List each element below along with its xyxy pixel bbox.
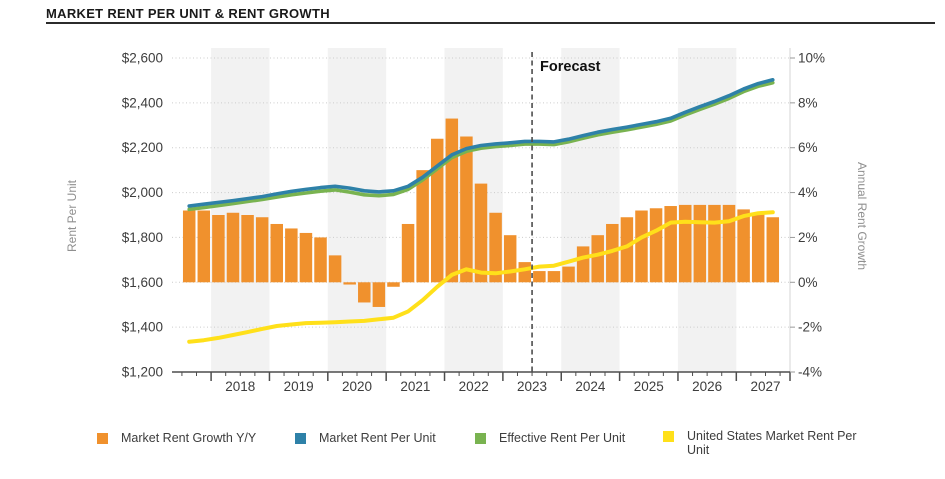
bar-market-rent-growth-yy: [591, 235, 604, 283]
bar-market-rent-growth-yy: [460, 136, 473, 283]
legend-swatch-orange: [97, 433, 108, 444]
y-right-tick-label: 10%: [798, 51, 825, 66]
bar-market-rent-growth-yy: [737, 209, 750, 283]
bar-market-rent-growth-yy: [226, 212, 240, 283]
legend-label: Market Rent Per Unit: [319, 431, 436, 445]
bar-market-rent-growth-yy: [635, 210, 648, 283]
y-right-tick-label: 0%: [798, 275, 818, 290]
y-left-tick-label: $2,000: [122, 185, 163, 200]
y-left-tick-label: $1,400: [122, 320, 163, 335]
y-left-tick-label: $1,800: [122, 230, 163, 245]
bar-market-rent-growth-yy: [489, 212, 502, 283]
bar-market-rent-growth-yy: [445, 118, 459, 283]
right-axis-title: Annual Rent Growth: [855, 162, 869, 270]
x-tick-label: 2020: [342, 379, 372, 394]
bar-market-rent-growth-yy: [533, 271, 546, 283]
bar-market-rent-growth-yy: [620, 217, 634, 283]
bar-market-rent-growth-yy: [751, 212, 765, 283]
line-effective-rent-per-unit: [187, 80, 775, 212]
title-underline: [46, 22, 935, 24]
bar-market-rent-growth-yy: [664, 206, 677, 283]
bar-market-rent-growth-yy: [314, 237, 327, 283]
y-left-tick-label: $1,600: [122, 275, 163, 290]
bar-market-rent-growth-yy: [518, 262, 532, 283]
rent-growth-chart: Rent Per Unit Annual Rent Growth Forecas…: [65, 48, 869, 394]
bar-market-rent-growth-yy: [285, 228, 298, 283]
bar-market-rent-growth-yy: [255, 217, 269, 283]
y-right-tick-label: 8%: [798, 95, 818, 110]
bar-market-rent-growth-yy: [299, 232, 313, 283]
y-left-tick-label: $1,200: [122, 365, 163, 380]
legend-label: United States Market Rent Per Unit: [687, 429, 857, 457]
y-left-tick-label: $2,400: [122, 95, 163, 110]
y-right-tick-label: 4%: [798, 185, 818, 200]
legend-item-market-rent-growth: Market Rent Growth Y/Y: [97, 431, 256, 445]
bar-market-rent-growth-yy: [372, 282, 386, 307]
x-tick-label: 2027: [750, 379, 780, 394]
bar-market-rent-growth-yy: [678, 204, 692, 283]
x-tick-label: 2023: [517, 379, 547, 394]
bar-market-rent-growth-yy: [576, 246, 590, 283]
bar-market-rent-growth-yy: [241, 215, 254, 283]
bar-market-rent-growth-yy: [722, 204, 736, 283]
left-axis-title: Rent Per Unit: [65, 179, 79, 252]
y-right-tick-label: -4%: [798, 365, 822, 380]
bar-market-rent-growth-yy: [649, 208, 663, 283]
y-right-tick-label: -2%: [798, 320, 822, 335]
bar-market-rent-growth-yy: [503, 235, 517, 283]
year-band-2018: [211, 48, 270, 372]
legend-item-us-market-rent: United States Market Rent Per Unit: [663, 429, 865, 457]
y-left-tick-label: $2,600: [122, 51, 163, 66]
page-title: MARKET RENT PER UNIT & RENT GROWTH: [46, 6, 330, 21]
bar-market-rent-growth-yy: [387, 282, 400, 287]
x-tick-label: 2026: [692, 379, 722, 394]
bar-market-rent-growth-yy: [547, 271, 561, 283]
bar-market-rent-growth-yy: [212, 215, 225, 283]
x-tick-label: 2018: [225, 379, 255, 394]
line-market-rent-per-unit: [187, 78, 775, 208]
y-right-tick-label: 2%: [798, 230, 818, 245]
x-tick-label: 2019: [284, 379, 314, 394]
bar-market-rent-growth-yy: [182, 210, 196, 283]
bar-market-rent-growth-yy: [606, 223, 619, 283]
legend-item-market-rent-per-unit: Market Rent Per Unit: [295, 431, 436, 445]
bar-market-rent-growth-yy: [474, 183, 488, 283]
legend-item-effective-rent-per-unit: Effective Rent Per Unit: [475, 431, 625, 445]
legend-label: Effective Rent Per Unit: [499, 431, 626, 445]
line-us-market-rent-per-unit: [187, 210, 775, 344]
bar-market-rent-growth-yy: [343, 282, 356, 285]
forecast-label: Forecast: [540, 59, 601, 75]
x-tick-label: 2022: [459, 379, 489, 394]
legend-swatch-yellow: [663, 431, 674, 442]
bar-market-rent-growth-yy: [401, 223, 415, 283]
x-tick-label: 2025: [634, 379, 664, 394]
bar-market-rent-growth-yy: [416, 170, 429, 283]
bar-market-rent-growth-yy: [430, 138, 444, 283]
bar-market-rent-growth-yy: [270, 223, 284, 283]
x-tick-label: 2021: [400, 379, 430, 394]
bar-market-rent-growth-yy: [766, 217, 780, 283]
bar-market-rent-growth-yy: [197, 210, 211, 283]
legend-swatch-green: [475, 433, 486, 444]
bar-market-rent-growth-yy: [328, 255, 342, 283]
bar-market-rent-growth-yy: [562, 266, 575, 283]
legend-swatch-blue: [295, 433, 306, 444]
bar-market-rent-growth-yy: [358, 282, 371, 303]
y-left-tick-label: $2,200: [122, 140, 163, 155]
y-right-tick-label: 6%: [798, 140, 818, 155]
x-tick-label: 2024: [575, 379, 606, 394]
bar-market-rent-growth-yy: [708, 204, 721, 283]
legend-label: Market Rent Growth Y/Y: [121, 431, 257, 445]
year-band-2024: [561, 48, 620, 372]
bar-market-rent-growth-yy: [693, 204, 707, 283]
